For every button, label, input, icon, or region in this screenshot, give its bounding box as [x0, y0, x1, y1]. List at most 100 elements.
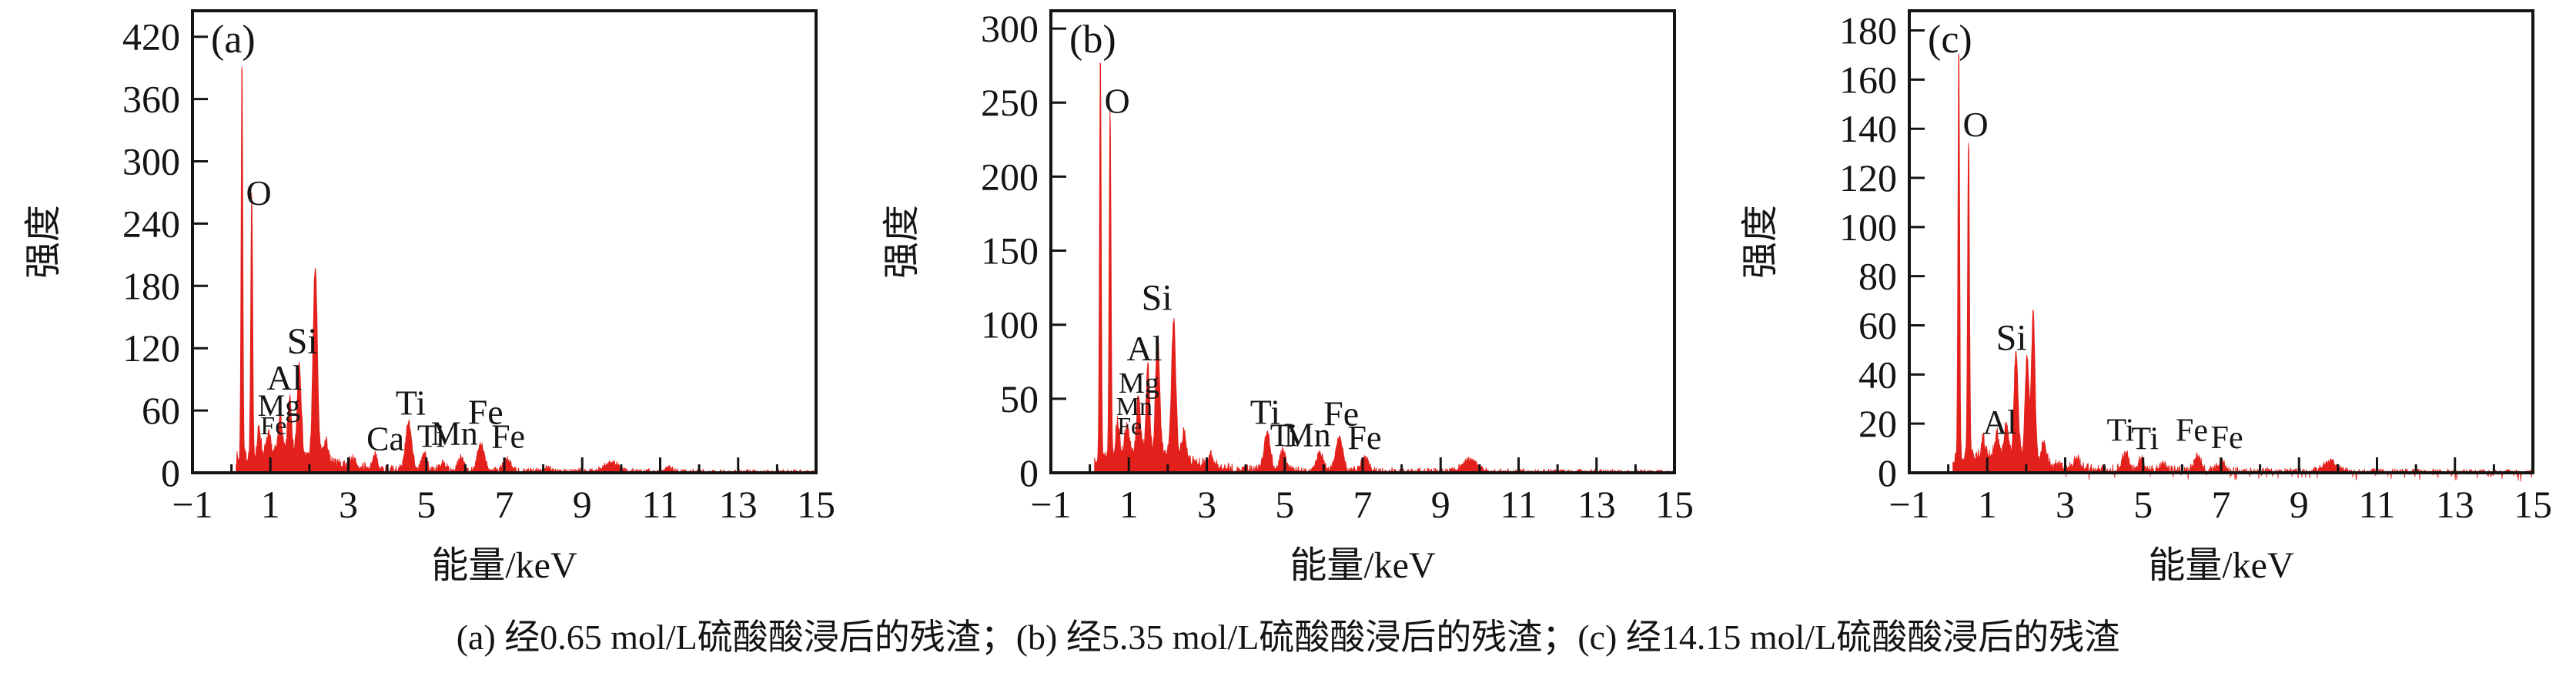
element-label-Fe: Fe [468, 393, 503, 432]
element-label-Ti: Ti [417, 419, 445, 454]
element-label-Si: Si [287, 321, 318, 362]
y-tick-label: 160 [1839, 58, 1897, 101]
y-tick-label: 100 [981, 303, 1039, 347]
figure-caption: (a) 经0.65 mol/L硫酸酸浸后的残渣；(b) 经5.35 mol/L硫… [456, 618, 2120, 657]
y-tick-label: 150 [981, 229, 1039, 273]
y-axis-title: 强度 [23, 205, 64, 279]
x-tick-label: 3 [2056, 483, 2075, 526]
x-tick-label: 3 [339, 483, 358, 526]
y-tick-label: 240 [122, 202, 180, 245]
y-tick-label: 120 [122, 326, 180, 370]
element-label-Fe: Fe [1348, 419, 1382, 457]
element-label-O: O [1962, 105, 1988, 144]
element-label-Ti: Ti [1270, 418, 1298, 454]
x-tick-label: 9 [1431, 483, 1450, 526]
element-label-Mn: Mn [1284, 416, 1331, 454]
y-tick-label: 0 [1878, 451, 1897, 494]
y-tick-label: 250 [981, 81, 1039, 124]
x-axis-title: 能量/keV [1290, 545, 1436, 586]
y-tick-label: 180 [122, 264, 180, 307]
element-label-O: O [1104, 82, 1129, 121]
panel-tag: (b) [1069, 18, 1116, 62]
x-tick-label: 1 [1119, 483, 1139, 526]
y-tick-label: 0 [161, 451, 180, 494]
y-tick-label: 200 [981, 155, 1039, 198]
x-tick-label: 15 [1655, 483, 1694, 526]
y-tick-label: 360 [122, 78, 180, 121]
element-label-Fe: Fe [1117, 412, 1142, 440]
element-label-Ti: Ti [396, 383, 426, 422]
x-tick-label: −1 [172, 483, 212, 526]
y-tick-label: 60 [142, 389, 180, 432]
x-tick-label: −1 [1030, 483, 1071, 526]
element-label-Ti: Ti [2131, 422, 2159, 457]
element-label-Al: Al [1982, 403, 2016, 441]
element-label-Al: Al [266, 358, 302, 397]
element-label-Ca: Ca [366, 420, 404, 457]
y-tick-label: 180 [1839, 9, 1897, 52]
y-tick-label: 420 [122, 15, 180, 59]
element-label-Fe: Fe [260, 412, 286, 440]
x-tick-label: 11 [2358, 483, 2395, 526]
x-tick-label: 7 [2212, 483, 2231, 526]
element-label-Mn: Mn [1116, 393, 1153, 421]
element-label-Fe: Fe [2176, 413, 2208, 449]
y-axis-title: 强度 [882, 205, 922, 279]
y-tick-label: 80 [1858, 255, 1897, 298]
plot-border [1908, 9, 2534, 474]
y-tick-label: 20 [1858, 402, 1897, 445]
x-tick-label: 11 [641, 483, 678, 526]
spectrum-trace [1094, 62, 1675, 476]
spectra-panels-row: −1 1 3 5 7 9 11 13 15 0 60 120 180 240 300 360 420 能量/keV… [23, 7, 2552, 586]
x-tick-label: −1 [1889, 483, 1929, 526]
element-label-Fe: Fe [2211, 420, 2243, 456]
x-tick-label: 13 [1577, 483, 1616, 526]
x-tick-label: 13 [719, 483, 758, 526]
element-label-Mn: Mn [431, 415, 478, 453]
spectrum-trace [236, 66, 817, 475]
x-tick-label: 15 [797, 483, 835, 526]
element-label-Si: Si [1142, 277, 1173, 318]
element-label-Mg: Mg [1119, 367, 1159, 400]
element-label-O: O [246, 173, 271, 213]
panel-tag: (a) [211, 18, 256, 62]
x-tick-label: 1 [261, 483, 280, 526]
x-tick-label: 7 [495, 483, 514, 526]
x-axis-title: 能量/keV [431, 545, 577, 586]
x-tick-label: 5 [2133, 483, 2153, 526]
x-tick-label: 1 [1978, 483, 1997, 526]
x-tick-label: 9 [573, 483, 592, 526]
x-tick-label: 5 [1275, 483, 1294, 526]
y-tick-label: 300 [122, 140, 180, 183]
y-tick-label: 50 [1000, 377, 1039, 420]
y-axis-title: 强度 [1740, 205, 1781, 279]
x-tick-label: 7 [1353, 483, 1373, 526]
x-axis-title: 能量/keV [2148, 545, 2294, 586]
eds-spectrum-panel-b: −1 1 3 5 7 9 11 13 15050100150200250300能量/keV强度(… [882, 7, 1694, 586]
x-tick-label: 15 [2514, 483, 2552, 526]
x-tick-label: 3 [1197, 483, 1216, 526]
x-tick-label: 11 [1500, 483, 1537, 526]
y-tick-label: 0 [1019, 451, 1039, 494]
y-tick-label: 300 [981, 7, 1039, 50]
panel-tag: (c) [1928, 18, 1972, 62]
element-label-Fe: Fe [491, 418, 525, 456]
plot-border [191, 9, 818, 474]
eds-spectrum-panel-c: −1 1 3 5 7 9 11 13 15020406080100120140160180能量/… [1740, 9, 2552, 586]
y-tick-label: 60 [1858, 304, 1897, 347]
y-tick-label: 100 [1839, 206, 1897, 249]
x-tick-label: 9 [2290, 483, 2309, 526]
y-tick-label: 40 [1858, 353, 1897, 396]
element-label-Fe: Fe [1323, 393, 1359, 433]
element-label-Mg: Mg [258, 388, 301, 423]
eds-spectrum-panel-a: −1 1 3 5 7 9 11 13 15060120180240300360420能量/keV… [23, 9, 835, 586]
y-tick-label: 140 [1839, 107, 1897, 150]
plot-border [1049, 9, 1676, 474]
element-label-Si: Si [1996, 317, 2027, 358]
element-label-Al: Al [1127, 329, 1163, 368]
element-label-Ti: Ti [2106, 413, 2134, 449]
element-label-Ti: Ti [1250, 393, 1280, 432]
spectrum-trace [1952, 53, 2534, 482]
y-tick-label: 120 [1839, 156, 1897, 199]
